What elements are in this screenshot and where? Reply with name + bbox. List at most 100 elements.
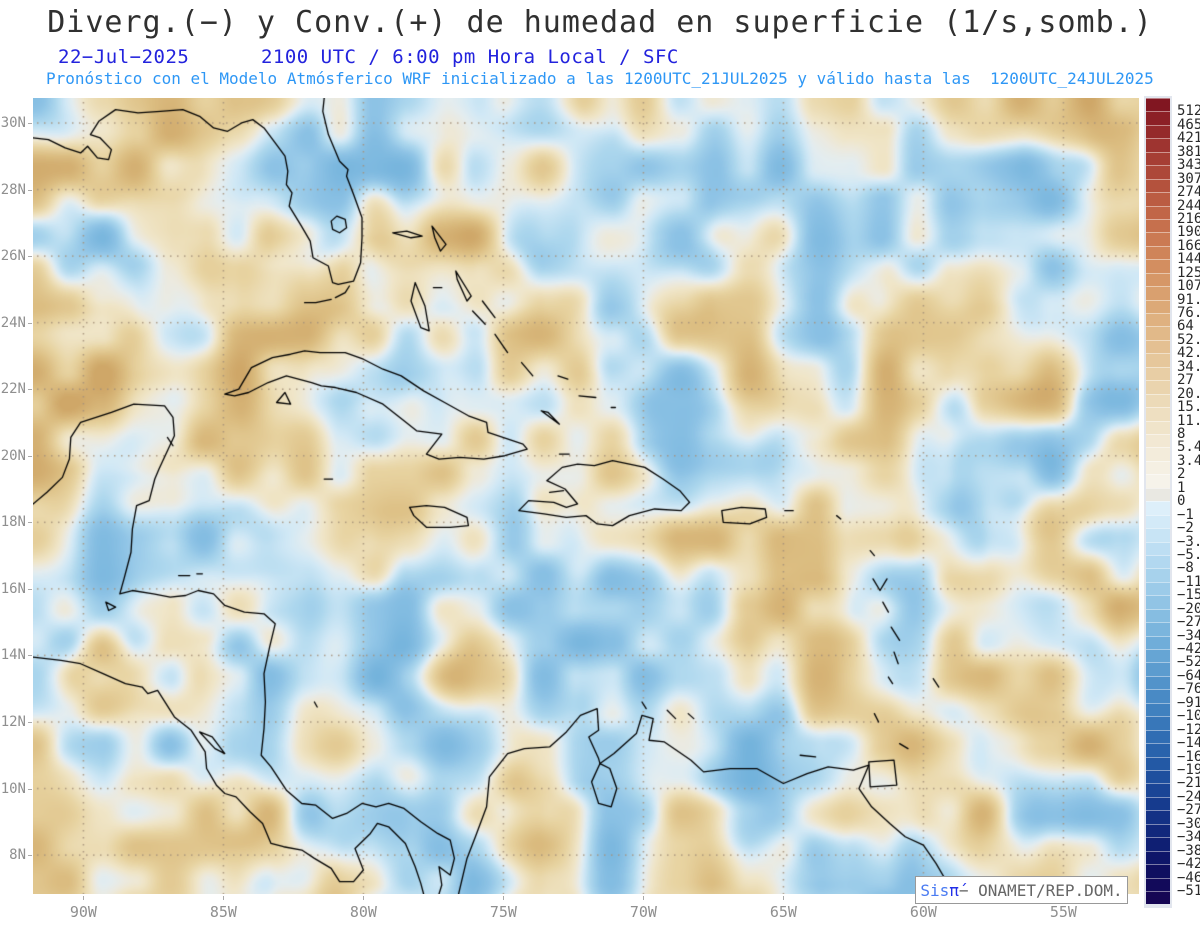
colorbar-swatch xyxy=(1146,581,1170,596)
colorbar-tick-label: −244 xyxy=(1177,788,1200,805)
lat-tick-label: 28N xyxy=(0,181,26,198)
colorbar-swatch xyxy=(1146,864,1170,878)
colorbar-tick-label: 91.1 xyxy=(1177,291,1200,308)
lat-tick-mark xyxy=(28,256,32,257)
colorbar-tick-label: 125 xyxy=(1177,264,1200,281)
colorbar-swatch xyxy=(1146,541,1170,555)
colorbar-swatch xyxy=(1146,98,1170,112)
colorbar-tick-label: −3.4 xyxy=(1177,533,1200,550)
colorbar-swatch xyxy=(1146,326,1170,340)
lat-tick-label: 14N xyxy=(0,647,26,664)
colorbar-tick-label: 166.4 xyxy=(1177,237,1200,254)
colorbar-tick-label: −91.1 xyxy=(1177,694,1200,711)
colorbar-swatch xyxy=(1146,770,1170,784)
colorbar-swatch xyxy=(1146,622,1170,636)
colorbar-swatch xyxy=(1146,783,1170,797)
colorbar-tick-label: 76.8 xyxy=(1177,305,1200,322)
colorbar-tick-label: −5.4 xyxy=(1177,546,1200,563)
colorbar-tick-label: 144.7 xyxy=(1177,251,1200,268)
colorbar-swatch xyxy=(1146,124,1170,139)
colorbar-tick-label: 421.9 xyxy=(1177,130,1200,147)
lat-tick-label: 12N xyxy=(0,713,26,730)
colorbar-tick-label: 190.1 xyxy=(1177,224,1200,241)
lon-tick-label: 60W xyxy=(909,903,937,921)
colorbar-swatch xyxy=(1146,380,1170,394)
colorbar-tick-label: 34.3 xyxy=(1177,358,1200,375)
colorbar-swatch xyxy=(1146,796,1170,811)
colorbar-swatch xyxy=(1146,514,1170,529)
colorbar-tick-label: −274 xyxy=(1177,802,1200,819)
colorbar-swatch xyxy=(1146,178,1170,193)
colorbar-tick-label: −381 xyxy=(1177,842,1200,859)
colorbar-tick-label: 52.7 xyxy=(1177,331,1200,348)
colorbar-swatch xyxy=(1146,245,1170,260)
lat-tick-mark xyxy=(28,789,32,790)
colorbar-swatch xyxy=(1146,487,1170,502)
lat-tick-mark xyxy=(28,855,32,856)
lon-tick-mark xyxy=(643,896,644,900)
watermark-box: Sis π́ − ONAMET/REP.DOM. xyxy=(915,876,1128,904)
colorbar-tick-label: 15.6 xyxy=(1177,399,1200,416)
lat-tick-label: 8N xyxy=(9,847,26,864)
lon-tick-label: 80W xyxy=(349,903,377,921)
colorbar-swatch xyxy=(1146,366,1170,381)
colorbar-swatch xyxy=(1146,501,1170,515)
lat-tick-label: 16N xyxy=(0,580,26,597)
colorbar-tick-label: −512 xyxy=(1177,882,1200,899)
colorbar-swatch xyxy=(1146,528,1170,542)
colorbar-tick-label: 2 xyxy=(1177,466,1186,483)
colorbar-tick-label: 1 xyxy=(1177,479,1186,496)
colorbar-swatch xyxy=(1146,353,1170,367)
colorbar-swatch xyxy=(1146,837,1170,851)
forecast-model-line: Pronóstico con el Modelo Atmósferico WRF… xyxy=(46,69,1154,88)
colorbar-swatch xyxy=(1146,339,1170,354)
colorbar-tick-label: −76.8 xyxy=(1177,681,1200,698)
colorbar-tick-label: 307.5 xyxy=(1177,170,1200,187)
colorbar-tick-label: 244.1 xyxy=(1177,197,1200,214)
lon-tick-mark xyxy=(363,896,364,900)
colorbar-tick-label: 381.1 xyxy=(1177,143,1200,160)
colorbar-swatch xyxy=(1146,756,1170,770)
colorbar-tick-label: 343 xyxy=(1177,157,1200,174)
lat-tick-mark xyxy=(28,722,32,723)
colorbar-swatch xyxy=(1146,393,1170,408)
colorbar-swatch xyxy=(1146,689,1170,703)
colorbar-tick-label: 274.6 xyxy=(1177,184,1200,201)
watermark-org: − ONAMET/REP.DOM. xyxy=(958,880,1123,900)
colorbar-swatch xyxy=(1146,702,1170,717)
lon-tick-mark xyxy=(783,896,784,900)
page-title: Diverg.(−) y Conv.(+) de humedad en supe… xyxy=(47,5,1153,40)
colorbar-swatch xyxy=(1146,165,1170,179)
lon-tick-mark xyxy=(223,896,224,900)
colorbar-tick-label: 64 xyxy=(1177,318,1194,335)
colorbar-swatch xyxy=(1146,434,1170,448)
colorbar-tick-label: −216 xyxy=(1177,775,1200,792)
colorbar-swatch xyxy=(1146,407,1170,421)
colorbar-swatch xyxy=(1146,877,1170,891)
lat-tick-mark xyxy=(28,655,32,656)
lon-tick-mark xyxy=(83,896,84,900)
colorbar-swatch xyxy=(1146,662,1170,676)
colorbar-swatch xyxy=(1146,608,1170,623)
lat-tick-mark xyxy=(28,522,32,523)
colorbar-swatch xyxy=(1146,554,1170,569)
lat-tick-label: 22N xyxy=(0,381,26,398)
colorbar-swatch xyxy=(1146,474,1170,488)
colorbar-tick-label: 465.5 xyxy=(1177,116,1200,133)
colorbar-tick-label: −42.9 xyxy=(1177,641,1200,658)
lat-tick-label: 10N xyxy=(0,780,26,797)
lat-tick-label: 24N xyxy=(0,314,26,331)
colorbar-tick-label: −1 xyxy=(1177,506,1194,523)
colorbar-swatch xyxy=(1146,635,1170,650)
colorbar-tick-label: −421 xyxy=(1177,856,1200,873)
colorbar-tick-label: 11.4 xyxy=(1177,412,1200,429)
lat-tick-label: 18N xyxy=(0,514,26,531)
colorbar-tick-label: −2 xyxy=(1177,520,1194,537)
colorbar-tick-label: 3.4 xyxy=(1177,452,1200,469)
colorbar-tick-label: −34.3 xyxy=(1177,627,1200,644)
colorbar-tick-label: 42.9 xyxy=(1177,345,1200,362)
colorbar-tick-label: −20.8 xyxy=(1177,600,1200,617)
colorbar-tick-label: −166 xyxy=(1177,748,1200,765)
lat-tick-mark xyxy=(28,389,32,390)
valid-time-line: 22−Jul−2025 2100 UTC / 6:00 pm Hora Loca… xyxy=(58,46,679,68)
